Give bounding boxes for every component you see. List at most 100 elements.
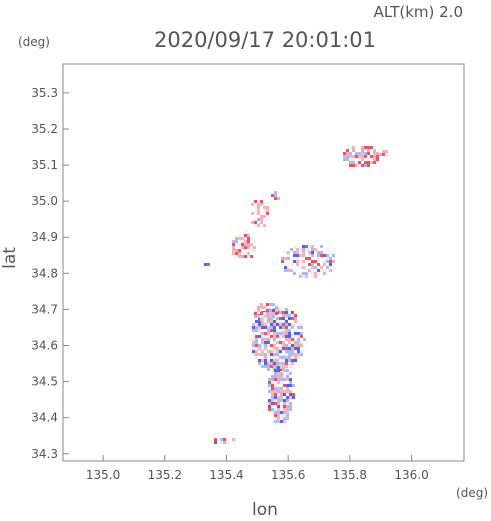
echo-cell (264, 344, 267, 347)
echo-cell (285, 347, 288, 350)
echo-cell (352, 158, 355, 161)
echo-cell (279, 311, 282, 314)
echo-cell (253, 249, 256, 252)
echo-cell (255, 323, 258, 326)
echo-cell (288, 317, 291, 320)
echo-cell (261, 347, 264, 350)
echo-cell (238, 243, 241, 246)
echo-cell (244, 237, 247, 240)
echo-cell (361, 149, 364, 152)
echo-cell (317, 272, 320, 275)
echo-cell (282, 308, 285, 311)
echo-cell (299, 248, 302, 251)
echo-cell (326, 254, 329, 257)
echo-cell (296, 257, 299, 260)
echo-cell (323, 272, 326, 275)
echo-cell (346, 158, 349, 161)
echo-cell (302, 248, 305, 251)
echo-cell (254, 200, 257, 203)
echo-cell (280, 408, 283, 411)
echo-cell (311, 260, 314, 263)
echo-cell (241, 255, 244, 258)
echo-cell (282, 323, 285, 326)
echo-cell (272, 309, 275, 312)
echo-cell (280, 387, 283, 390)
echo-cell (284, 257, 287, 260)
echo-cell (280, 366, 283, 369)
echo-cell (286, 378, 289, 381)
x-axis: 135.0 135.2 135.4 135.6 135.8 136.0 (86, 455, 429, 482)
echo-cell (252, 350, 255, 353)
echo-cell (252, 326, 255, 329)
echo-cell (285, 314, 288, 317)
echo-cell (286, 390, 289, 393)
echo-cell (260, 303, 263, 306)
echo-cell (288, 365, 291, 368)
echo-cell (247, 240, 250, 243)
echo-cell (367, 149, 370, 152)
echo-cell (251, 203, 254, 206)
echo-cell (266, 309, 269, 312)
echo-cell (257, 206, 260, 209)
echo-cell (226, 441, 229, 444)
echo-cell (232, 252, 235, 255)
echo-cell (317, 269, 320, 272)
echo-cell (286, 405, 289, 408)
echo-cell (267, 344, 270, 347)
echo-cell (285, 317, 288, 320)
echo-cell (283, 369, 286, 372)
echo-cell (370, 155, 373, 158)
echo-cell (257, 315, 260, 318)
echo-cell (287, 269, 290, 272)
echo-cell (244, 234, 247, 237)
echo-cell (385, 153, 388, 156)
echo-cell (285, 353, 288, 356)
echo-cell (270, 320, 273, 323)
echo-cell (273, 335, 276, 338)
echo-cell (214, 441, 217, 444)
echo-cell (271, 405, 274, 408)
echo-cell (232, 438, 235, 441)
echo-cell (299, 260, 302, 263)
echo-cell (277, 197, 280, 200)
echo-cell (274, 191, 277, 194)
echo-cell (361, 146, 364, 149)
echo-cell (289, 393, 292, 396)
echo-cell (297, 332, 300, 335)
echo-cell (252, 323, 255, 326)
echo-cell (279, 332, 282, 335)
echo-cell (268, 384, 271, 387)
echo-cell (263, 206, 266, 209)
echo-cell (268, 408, 271, 411)
echo-cell (277, 372, 280, 375)
echo-cell (283, 411, 286, 414)
echo-cell (280, 375, 283, 378)
echo-cell (258, 323, 261, 326)
echo-cell (267, 320, 270, 323)
echo-cell (271, 393, 274, 396)
echo-cell (286, 396, 289, 399)
echo-cell (274, 372, 277, 375)
echo-cell (282, 362, 285, 365)
echo-cell (258, 332, 261, 335)
echo-cell (283, 405, 286, 408)
echo-cell (299, 272, 302, 275)
echo-cell (385, 150, 388, 153)
echo-cell (283, 420, 286, 423)
echo-cell (282, 359, 285, 362)
echo-cell (274, 402, 277, 405)
echo-cell (253, 240, 256, 243)
echo-cell (261, 323, 264, 326)
echo-cell (308, 245, 311, 248)
echo-cell (293, 245, 296, 248)
echo-cell (257, 203, 260, 206)
echo-cell (285, 359, 288, 362)
echo-cell (255, 341, 258, 344)
echo-cell (332, 260, 335, 263)
echo-cell (367, 158, 370, 161)
echo-cell (276, 362, 279, 365)
echo-cell (293, 254, 296, 257)
echo-cell (276, 359, 279, 362)
echo-cell (241, 240, 244, 243)
echo-cell (314, 272, 317, 275)
